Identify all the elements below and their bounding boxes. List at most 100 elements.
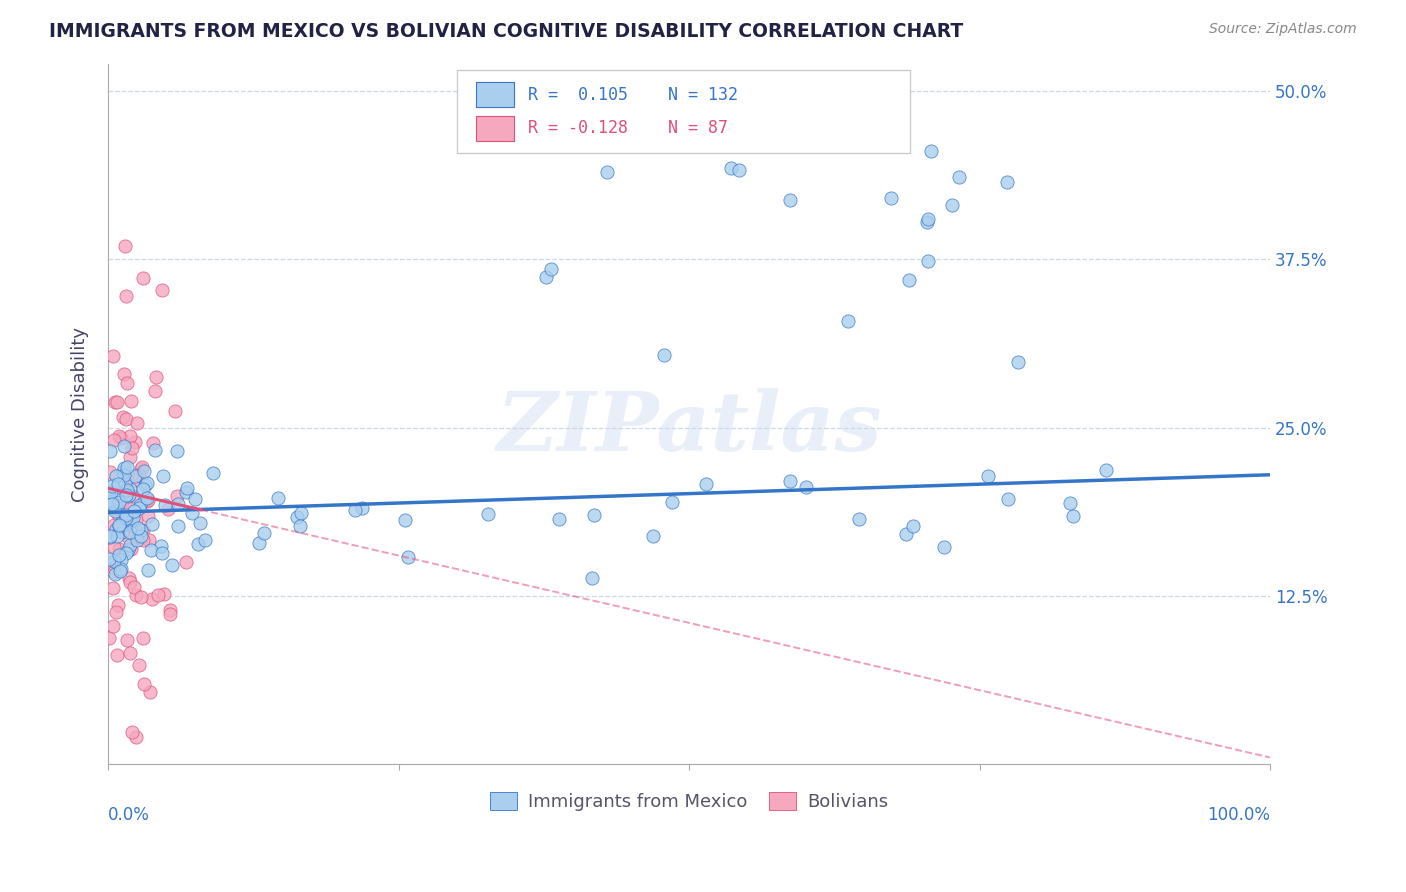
Point — [121, 724, 143, 739]
Point — [143, 384, 166, 398]
Point — [1095, 463, 1118, 477]
Point — [159, 603, 181, 617]
Point — [98, 529, 121, 543]
Point — [103, 554, 125, 568]
Point — [110, 553, 132, 567]
Point — [156, 502, 179, 516]
Point — [159, 607, 181, 621]
Point — [103, 565, 125, 579]
Point — [143, 442, 166, 457]
Point — [122, 580, 145, 594]
Point — [107, 495, 129, 509]
Point — [121, 510, 143, 524]
Point — [111, 495, 134, 509]
Point — [115, 484, 138, 499]
Point — [136, 491, 159, 506]
Point — [114, 239, 136, 253]
Point — [247, 536, 270, 550]
Text: R =  0.105    N = 132: R = 0.105 N = 132 — [527, 86, 738, 103]
FancyBboxPatch shape — [457, 70, 910, 153]
Point — [581, 570, 603, 584]
Point — [111, 521, 134, 535]
Point — [107, 598, 129, 612]
Point — [110, 562, 132, 576]
Point — [534, 270, 557, 285]
Point — [948, 170, 970, 185]
Point — [104, 469, 127, 483]
Point — [125, 513, 148, 527]
Point — [127, 533, 149, 547]
Point — [121, 441, 143, 455]
Legend: Immigrants from Mexico, Bolivians: Immigrants from Mexico, Bolivians — [482, 785, 896, 818]
Point — [131, 460, 153, 475]
Point — [114, 511, 136, 525]
Point — [104, 504, 127, 518]
Point — [101, 349, 124, 363]
Point — [122, 473, 145, 487]
Point — [115, 488, 138, 502]
Point — [652, 348, 675, 362]
Point — [100, 485, 122, 500]
Point — [120, 483, 142, 497]
Point — [107, 517, 129, 532]
Point — [184, 491, 207, 506]
Point — [344, 503, 367, 517]
Point — [727, 162, 749, 177]
Point — [114, 478, 136, 492]
Point — [794, 480, 817, 494]
Point — [477, 507, 499, 521]
Point — [108, 541, 131, 556]
Point — [118, 487, 141, 501]
Point — [104, 567, 127, 582]
Point — [128, 500, 150, 515]
Point — [131, 631, 153, 645]
Point — [107, 504, 129, 518]
Point — [136, 509, 159, 524]
Point — [187, 537, 209, 551]
Point — [103, 619, 125, 633]
Point — [103, 433, 125, 447]
Point — [165, 404, 187, 418]
Point — [977, 468, 1000, 483]
Text: R = -0.128    N = 87: R = -0.128 N = 87 — [527, 120, 727, 137]
Point — [118, 538, 141, 552]
Point — [138, 533, 160, 547]
Point — [720, 161, 742, 175]
Point — [115, 483, 138, 497]
Point — [152, 587, 174, 601]
Point — [111, 481, 134, 495]
Point — [115, 633, 138, 648]
Point — [134, 677, 156, 691]
Point — [141, 516, 163, 531]
Point — [124, 731, 146, 745]
Point — [112, 468, 135, 483]
Point — [139, 685, 162, 699]
Text: ZIPatlas: ZIPatlas — [496, 388, 882, 468]
Point — [128, 468, 150, 483]
Point — [101, 479, 124, 493]
Point — [160, 558, 183, 573]
Point — [105, 529, 128, 543]
Point — [166, 490, 188, 504]
Point — [122, 489, 145, 503]
Point — [396, 549, 419, 564]
Point — [932, 540, 955, 554]
Point — [98, 465, 121, 479]
Point — [129, 590, 152, 604]
Point — [547, 512, 569, 526]
Point — [1062, 509, 1084, 524]
Point — [118, 429, 141, 443]
Point — [917, 253, 939, 268]
Point — [917, 215, 939, 229]
Point — [127, 530, 149, 544]
Point — [104, 394, 127, 409]
Point — [107, 480, 129, 494]
Point — [98, 530, 121, 544]
Point — [350, 500, 373, 515]
Point — [114, 511, 136, 525]
Point — [848, 511, 870, 525]
Text: IMMIGRANTS FROM MEXICO VS BOLIVIAN COGNITIVE DISABILITY CORRELATION CHART: IMMIGRANTS FROM MEXICO VS BOLIVIAN COGNI… — [49, 22, 963, 41]
Point — [150, 283, 173, 297]
Point — [141, 591, 163, 606]
Point — [129, 462, 152, 476]
